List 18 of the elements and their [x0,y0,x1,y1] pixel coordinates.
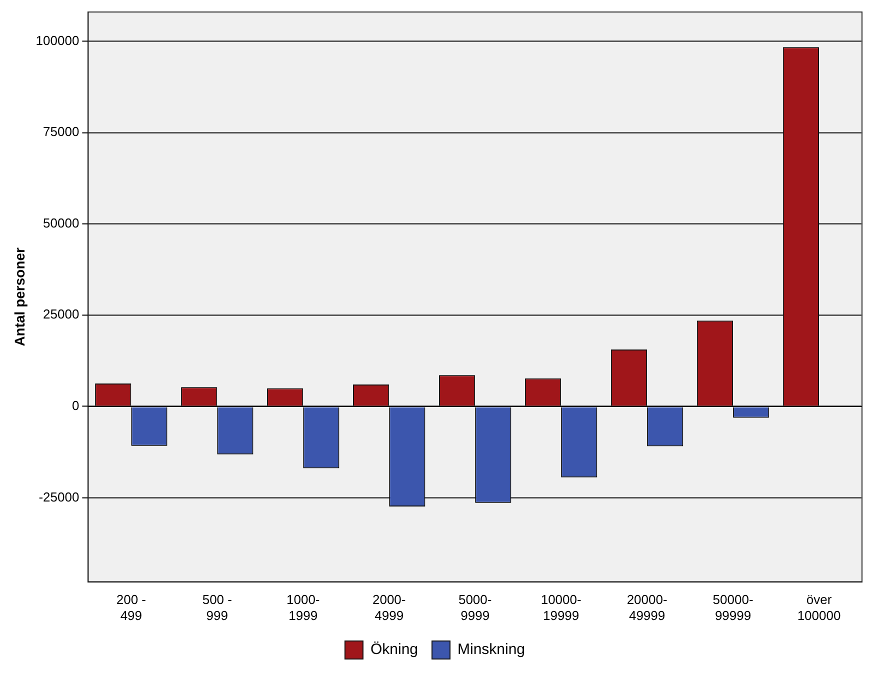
x-tick-label: 50000-99999 [712,592,754,623]
y-axis-title: Antal personer [11,246,28,346]
x-tick-label: 5000-9999 [458,592,492,623]
legend-label: Minskning [458,641,526,658]
x-tick-label: 20000-49999 [626,592,668,623]
y-tick-label: 75000 [43,124,80,140]
x-tick-label: 200 - 499 [116,592,146,623]
y-tick-label: -25000 [38,489,80,504]
x-tick-label: över 100000 [797,592,841,623]
x-tick-label: 1000-1999 [286,592,320,623]
y-tick-label: 100000 [36,32,80,48]
x-tick-label: 500 - 999 [202,592,232,623]
y-tick-label: 0 [72,398,80,414]
legend-label: Ökning [370,641,418,658]
y-tick-label: 50000 [43,215,80,230]
x-tick-label: 10000-19999 [540,592,582,623]
y-tick-label: 25000 [43,306,80,322]
x-tick-label: 2000-4999 [372,592,406,623]
